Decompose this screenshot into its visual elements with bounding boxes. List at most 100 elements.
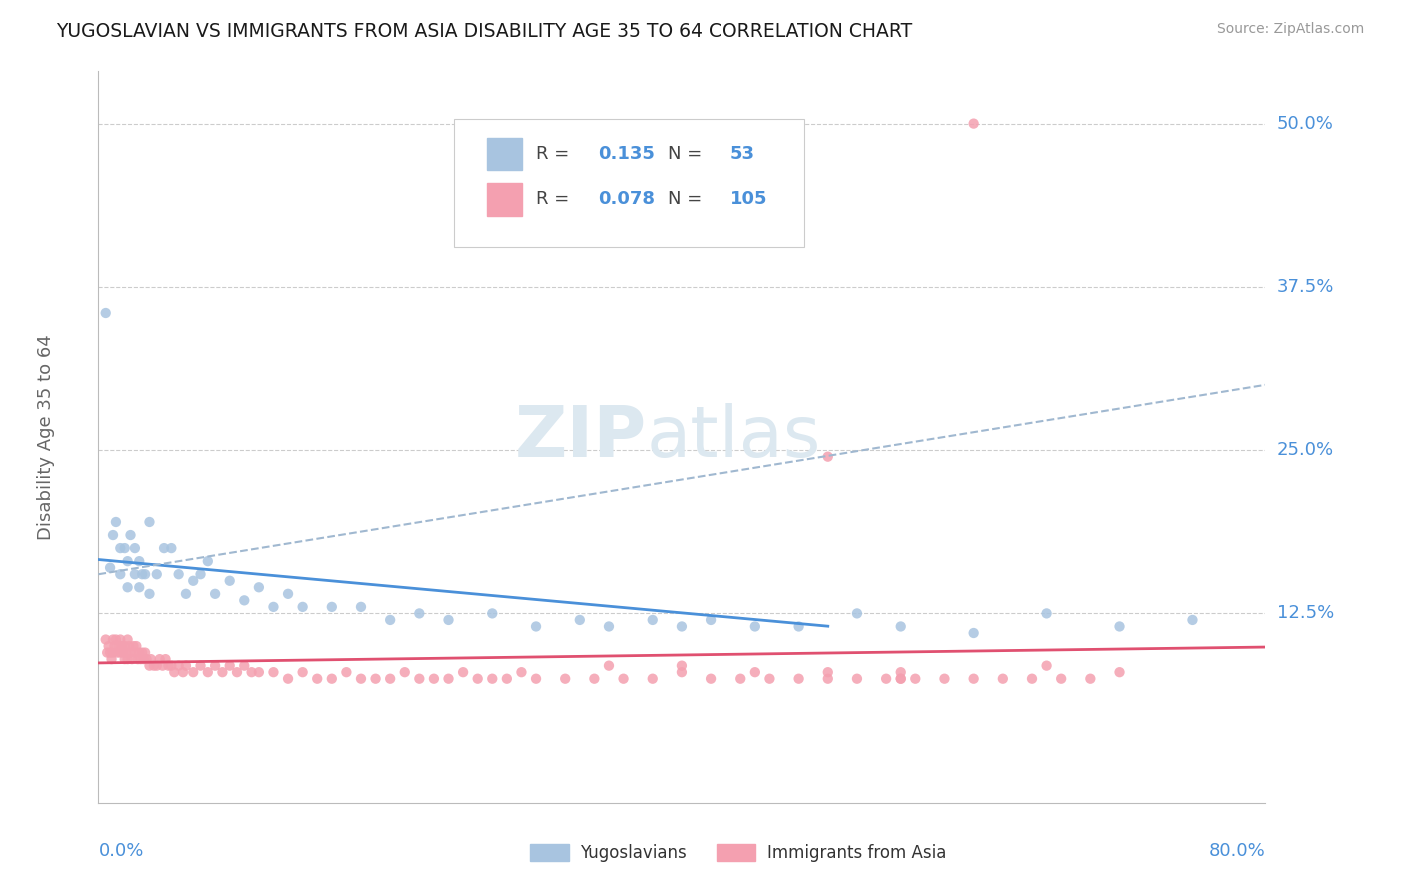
Text: 105: 105 [730,190,768,209]
Point [568,613,591,627]
Point [128,646,150,660]
Point [124,541,146,555]
Point [598,658,620,673]
Text: Immigrants from Asia: Immigrants from Asia [768,844,946,862]
Point [96,646,118,660]
Point [128,554,150,568]
Point [890,619,912,633]
Point [110,632,132,647]
Point [110,567,132,582]
Point [583,672,606,686]
Point [111,639,134,653]
Point [612,672,634,686]
Point [1035,607,1057,621]
Point [101,646,124,660]
Text: R =: R = [536,190,569,209]
Point [101,528,124,542]
Point [127,652,149,666]
Point [197,554,219,568]
Point [991,672,1014,686]
Point [1108,619,1130,633]
Point [112,646,135,660]
Point [962,626,984,640]
Point [787,619,810,633]
Point [204,658,226,673]
Point [174,587,197,601]
Point [100,652,122,666]
Point [226,665,249,680]
Point [114,541,136,555]
Text: 0.0%: 0.0% [98,842,143,860]
Point [94,306,117,320]
Point [875,672,897,686]
Point [197,665,219,680]
Point [121,652,143,666]
Point [101,632,124,647]
Point [1080,672,1102,686]
Point [817,450,839,464]
Point [700,613,723,627]
Point [240,665,263,680]
Point [218,658,240,673]
Point [138,515,160,529]
Point [1035,658,1057,673]
Point [467,672,489,686]
Point [163,665,186,680]
Point [120,528,142,542]
Point [138,587,160,601]
Point [98,560,121,574]
Point [496,672,519,686]
Point [117,652,139,666]
Point [167,658,190,673]
Text: 25.0%: 25.0% [1277,442,1334,459]
Point [307,672,329,686]
Point [524,672,547,686]
Text: atlas: atlas [647,402,821,472]
Point [641,613,664,627]
Point [129,652,152,666]
Text: R =: R = [536,145,569,163]
Point [817,665,839,680]
Text: 50.0%: 50.0% [1277,114,1333,133]
Point [153,541,176,555]
Bar [486,183,522,216]
Point [132,652,155,666]
Point [934,672,956,686]
Point [204,587,226,601]
Point [700,672,723,686]
Point [291,599,314,614]
Point [262,599,284,614]
Point [277,672,299,686]
Bar [530,845,568,861]
Point [846,607,869,621]
Point [211,665,233,680]
Point [423,672,446,686]
Text: Yugoslavians: Yugoslavians [581,844,688,862]
Point [118,639,141,653]
Point [233,593,256,607]
Point [671,665,693,680]
Point [134,646,156,660]
Point [321,599,343,614]
Point [120,646,142,660]
Text: 80.0%: 80.0% [1209,842,1265,860]
Point [110,541,132,555]
Point [104,515,127,529]
Point [817,672,839,686]
Point [846,672,869,686]
Text: YUGOSLAVIAN VS IMMIGRANTS FROM ASIA DISABILITY AGE 35 TO 64 CORRELATION CHART: YUGOSLAVIAN VS IMMIGRANTS FROM ASIA DISA… [56,22,912,41]
Point [103,639,125,653]
Point [350,672,373,686]
Point [962,672,984,686]
Point [671,619,693,633]
Point [335,665,357,680]
Point [114,652,136,666]
Text: 0.135: 0.135 [598,145,655,163]
FancyBboxPatch shape [454,119,804,247]
Point [110,646,132,660]
Point [104,632,127,647]
Point [190,567,212,582]
Point [481,607,503,621]
Point [510,665,533,680]
Point [160,541,183,555]
